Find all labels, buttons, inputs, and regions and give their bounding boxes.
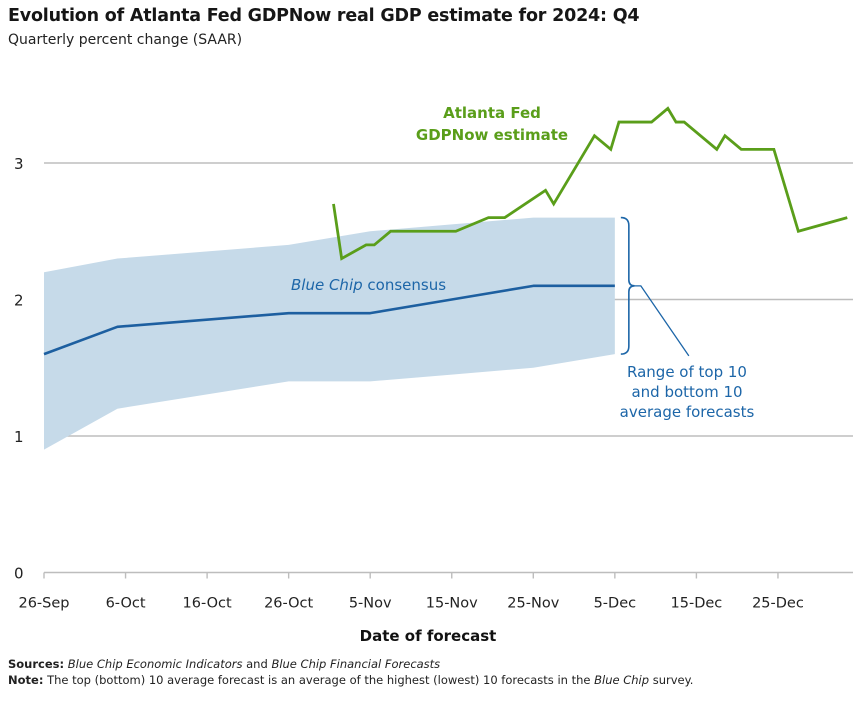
y-tick-label: 2 xyxy=(14,292,24,310)
range-bracket xyxy=(620,216,690,357)
note-text-2: Blue Chip xyxy=(594,673,650,687)
forecast-range-band xyxy=(44,217,615,450)
x-tick-label: 25-Dec xyxy=(752,596,804,612)
chart-footer: Sources: Blue Chip Economic Indicators a… xyxy=(8,656,828,688)
note-text-1: The top (bottom) 10 average forecast is … xyxy=(43,673,595,687)
x-tick-label: 25-Nov xyxy=(507,596,559,612)
range-leader-line xyxy=(634,285,690,357)
consensus-label-italic: Blue Chip xyxy=(291,276,363,294)
sources-text-2: and xyxy=(242,657,272,671)
chart-title: Evolution of Atlanta Fed GDPNow real GDP… xyxy=(8,6,640,26)
consensus-label-rest: consensus xyxy=(363,276,447,294)
x-tick-label: 5-Nov xyxy=(349,596,392,612)
sources-text-1: Blue Chip Economic Indicators xyxy=(67,657,243,671)
range-label-line1: Range of top 10 xyxy=(627,363,747,381)
consensus-label: Blue Chip consensus xyxy=(291,276,446,294)
x-tick-label: 15-Nov xyxy=(426,596,478,612)
x-tick-label: 5-Dec xyxy=(594,596,637,612)
sources-line: Sources: Blue Chip Economic Indicators a… xyxy=(8,656,828,672)
x-axis: 26-Sep 6-Oct 16-Oct 26-Oct 5-Nov 15-Nov 25-Nov… xyxy=(18,571,853,612)
x-tick-label: 6-Oct xyxy=(106,596,146,612)
note-text-3: survey. xyxy=(649,673,694,687)
gdpnow-label-line2: GDPNow estimate xyxy=(416,126,568,144)
y-tick-label: 3 xyxy=(14,155,24,173)
y-tick-label: 1 xyxy=(14,428,24,446)
note-line: Note: The top (bottom) 10 average foreca… xyxy=(8,672,828,688)
consensus-line xyxy=(43,284,615,356)
x-axis-label: Date of forecast xyxy=(360,627,497,645)
gdpnow-line xyxy=(332,106,848,261)
y-axis-ticks: 0 1 2 3 xyxy=(14,155,24,583)
gdpnow-label-line1: Atlanta Fed xyxy=(443,104,541,122)
x-tick-label: 16-Oct xyxy=(183,596,232,612)
x-tick-label: 26-Sep xyxy=(18,596,69,612)
range-label-line2: and bottom 10 xyxy=(631,383,742,401)
range-bracket-shape xyxy=(620,216,635,355)
note-label: Note: xyxy=(8,673,44,687)
x-tick-label: 15-Dec xyxy=(671,596,723,612)
sources-label: Sources: xyxy=(8,657,65,671)
chart-subtitle: Quarterly percent change (SAAR) xyxy=(8,32,243,48)
sources-text-3: Blue Chip Financial Forecasts xyxy=(271,657,441,671)
range-label-line3: average forecasts xyxy=(620,403,755,421)
y-tick-label: 0 xyxy=(14,565,24,583)
x-tick-label: 26-Oct xyxy=(264,596,313,612)
